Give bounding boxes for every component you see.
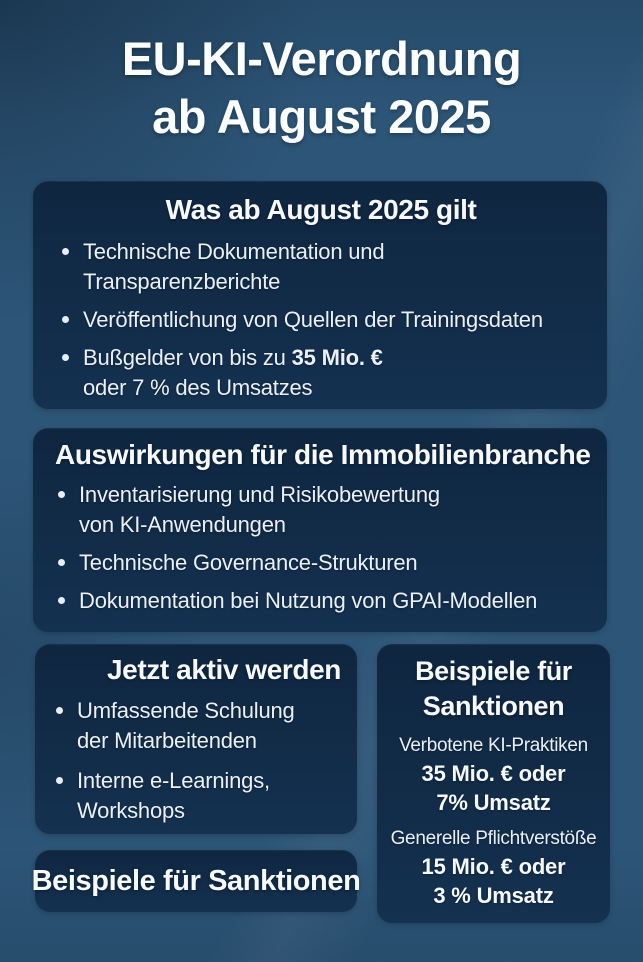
sanction-category-label: Generelle Pflichtverstöße	[390, 828, 597, 849]
fine-amount: 35 Mio. €	[291, 345, 383, 370]
card-sanctions-title-line2: Sanktionen	[422, 691, 565, 721]
card-sanctions-banner-title: Beispiele für Sanktionen	[31, 864, 361, 897]
card-act-title: Jetzt aktiv werden	[107, 654, 341, 685]
sanction-value-line: 3 % Umsatz	[433, 883, 554, 908]
card-what-title: Was ab August 2025 gilt	[165, 194, 477, 225]
card-what-applies: Was ab August 2025 gilt Technische Dokum…	[33, 181, 607, 409]
sanction-penalty-value: 15 Mio. € oder 3 % Umsatz	[385, 852, 602, 910]
card-sanctions-title: Beispiele für Sanktionen	[385, 654, 602, 724]
sanction-value-line: 7% Umsatz	[436, 790, 551, 815]
list-item: Technische Dokumentation und Transparenz…	[59, 237, 583, 297]
page-title-line2: ab August 2025	[152, 90, 491, 143]
card-impact-title: Auswirkungen für die Immobilienbranche	[55, 439, 591, 470]
sanction-value-line: 35 Mio. € oder	[421, 761, 566, 786]
bullet-line: oder 7 % des Umsatzes	[83, 375, 313, 400]
bullet-line: Technische Governance-Strukturen	[79, 550, 418, 575]
list-item: Interne e-Learnings, Workshops	[53, 766, 341, 826]
bullet-icon	[58, 491, 65, 498]
card-sanctions-title-line1: Beispiele für	[415, 656, 572, 686]
bullet-icon	[62, 354, 69, 361]
bullet-line: Technische Dokumentation und	[83, 239, 385, 264]
card-impact-bullet-list: Inventarisierung und Risikobewertung von…	[55, 480, 589, 616]
bullet-icon	[62, 316, 69, 323]
sanction-category-label: Verbotene KI-Praktiken	[399, 735, 588, 756]
list-item: Technische Governance-Strukturen	[55, 548, 589, 578]
bullet-icon	[62, 248, 69, 255]
card-what-bullet-list: Technische Dokumentation und Transparenz…	[59, 237, 583, 403]
bullet-line: Inventarisierung und Risikobewertung	[79, 482, 440, 507]
list-item: Umfassende Schulung der Mitarbeitenden	[53, 696, 341, 756]
bullet-icon	[56, 707, 63, 714]
card-sanction-examples: Beispiele für Sanktionen Verbotene KI-Pr…	[377, 644, 610, 923]
bullet-icon	[58, 597, 65, 604]
bullet-line: Interne e-Learnings,	[77, 768, 270, 793]
card-sanctions-banner: Beispiele für Sanktionen	[32, 850, 361, 912]
list-item: Veröffentlichung von Quellen der Trainin…	[59, 305, 583, 335]
bullet-line: von KI-Anwendungen	[79, 512, 286, 537]
list-item: Dokumentation bei Nutzung von GPAI-Model…	[55, 586, 589, 616]
bullet-icon	[56, 777, 63, 784]
card-act-bullet-list: Umfassende Schulung der Mitarbeitenden I…	[53, 696, 341, 826]
bullet-icon	[58, 559, 65, 566]
list-item: Inventarisierung und Risikobewertung von…	[55, 480, 589, 540]
bullet-line: Bußgelder von bis zu 35 Mio. €	[83, 345, 383, 370]
page-title: EU-KI-Verordnung ab August 2025	[0, 30, 643, 146]
page-title-line1: EU-KI-Verordnung	[121, 32, 522, 85]
list-item: Bußgelder von bis zu 35 Mio. € oder 7 % …	[59, 343, 583, 403]
bullet-line: Workshops	[77, 798, 185, 823]
bullet-line: der Mitarbeitenden	[77, 728, 257, 753]
bullet-line: Transparenzberichte	[83, 269, 281, 294]
card-industry-impact: Auswirkungen für die Immobilienbranche I…	[33, 428, 607, 632]
card-act-now: Jetzt aktiv werden Umfassende Schulung d…	[35, 644, 357, 834]
bullet-line: Umfassende Schulung	[77, 698, 295, 723]
sanction-penalty-value: 35 Mio. € oder 7% Umsatz	[385, 759, 602, 817]
sanction-value-line: 15 Mio. € oder	[421, 854, 566, 879]
bullet-line: Veröffentlichung von Quellen der Trainin…	[83, 307, 543, 332]
bullet-line: Dokumentation bei Nutzung von GPAI-Model…	[79, 588, 538, 613]
